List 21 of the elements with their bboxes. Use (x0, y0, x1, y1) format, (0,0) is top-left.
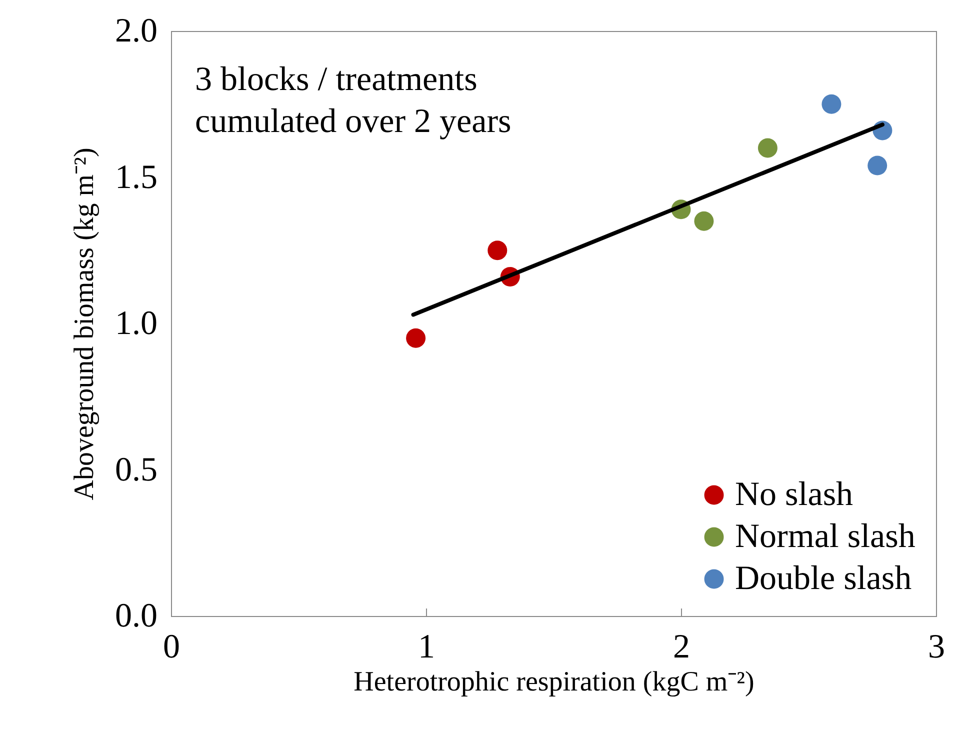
y-tick-label: 1.5 (115, 158, 158, 196)
y-tick-label: 1.0 (115, 305, 158, 342)
point (822, 94, 842, 114)
legend-label: No slash (735, 476, 854, 513)
point (488, 240, 508, 260)
point (868, 156, 888, 176)
x-tick-label: 0 (163, 628, 180, 666)
point (406, 328, 426, 348)
y-tick-label: 2.0 (115, 12, 158, 50)
x-tick-label: 1 (418, 628, 435, 666)
y-tick-label: 0.5 (115, 451, 158, 488)
x-tick-label: 2 (673, 628, 690, 666)
y-axis-title: Aboveground biomass (kg m⁻²) (69, 148, 100, 500)
annotation: 3 blocks / treatments cumulated over 2 years (195, 61, 512, 140)
legend-label: Double slash (735, 560, 912, 597)
x-tick-label: 3 (928, 628, 945, 666)
point (694, 211, 714, 231)
x-axis-title: Heterotrophic respiration (kgC m⁻²) (354, 666, 754, 698)
y-tick-label: 0.0 (115, 598, 158, 634)
legend-label: Normal slash (735, 518, 916, 555)
point (758, 138, 778, 158)
